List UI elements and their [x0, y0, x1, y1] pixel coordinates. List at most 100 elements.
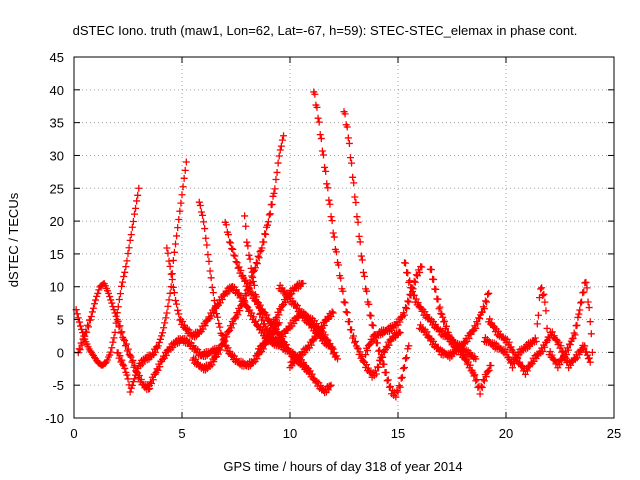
data-point — [262, 337, 270, 345]
data-point — [230, 251, 238, 259]
data-point — [258, 244, 266, 252]
data-point — [318, 147, 326, 155]
data-point — [167, 270, 175, 278]
data-point — [128, 223, 136, 231]
data-point — [163, 309, 171, 317]
data-point — [308, 370, 316, 378]
data-point — [385, 383, 393, 391]
data-point — [214, 313, 222, 321]
data-point — [577, 299, 585, 307]
data-point — [208, 283, 216, 291]
data-point — [408, 284, 416, 292]
data-point — [403, 305, 411, 313]
data-point — [392, 393, 400, 401]
data-point — [229, 245, 237, 253]
data-series — [286, 308, 337, 372]
data-series — [113, 158, 190, 396]
data-series — [189, 132, 288, 374]
data-point — [162, 314, 170, 322]
data-point — [559, 347, 567, 355]
data-point — [201, 225, 209, 233]
data-point — [321, 163, 329, 171]
data-point — [242, 222, 250, 230]
data-point — [174, 306, 182, 314]
data-point — [88, 308, 96, 316]
data-point — [355, 232, 363, 240]
data-point — [112, 312, 120, 320]
data-point — [172, 296, 180, 304]
data-point — [346, 154, 354, 162]
data-point — [111, 309, 119, 317]
data-point — [206, 267, 214, 275]
data-point — [264, 218, 272, 226]
data-point — [587, 330, 595, 338]
data-point — [575, 310, 583, 318]
data-point — [118, 328, 126, 336]
data-point — [133, 368, 141, 376]
data-point — [129, 356, 137, 364]
data-point — [399, 364, 407, 372]
data-point — [477, 382, 485, 390]
data-point — [121, 268, 129, 276]
data-point — [334, 355, 342, 363]
data-point — [160, 324, 168, 332]
data-point — [236, 307, 244, 315]
data-point — [431, 340, 439, 348]
data-point — [231, 252, 239, 260]
plot-frame — [73, 56, 615, 419]
data-point — [204, 251, 212, 259]
data-point — [177, 199, 185, 207]
data-point — [226, 238, 234, 246]
data-point — [372, 370, 380, 378]
data-point — [199, 211, 207, 219]
data-point — [173, 300, 181, 308]
data-point — [165, 257, 173, 265]
data-point — [423, 328, 431, 336]
data-point — [216, 346, 224, 354]
data-point — [109, 302, 117, 310]
data-point — [557, 342, 565, 350]
data-point — [211, 302, 219, 310]
data-point — [175, 216, 183, 224]
data-point — [541, 298, 549, 306]
data-point — [225, 327, 233, 335]
data-point — [354, 218, 362, 226]
data-point — [326, 382, 334, 390]
data-point — [328, 308, 336, 316]
data-point — [118, 356, 126, 364]
data-point — [243, 280, 251, 288]
data-point — [348, 326, 356, 334]
data-point — [107, 348, 115, 356]
data-point — [253, 260, 261, 268]
data-series — [72, 184, 143, 369]
data-point — [106, 351, 114, 359]
data-point — [380, 360, 388, 368]
data-point — [470, 372, 478, 380]
data-point — [356, 238, 364, 246]
data-point — [316, 131, 324, 139]
data-point — [129, 218, 137, 226]
data-point — [275, 152, 283, 160]
data-point — [74, 314, 82, 322]
data-point — [314, 114, 322, 122]
data-point — [232, 286, 240, 294]
data-point — [586, 318, 594, 326]
data-point — [232, 258, 240, 266]
data-point — [375, 363, 383, 371]
data-point — [268, 324, 276, 332]
data-point — [307, 341, 315, 349]
data-point — [196, 202, 204, 210]
data-point — [327, 381, 335, 389]
data-point — [214, 350, 222, 358]
data-point — [483, 298, 491, 306]
data-point — [384, 376, 392, 384]
data-point — [352, 199, 360, 207]
data-point — [540, 290, 548, 298]
data-point — [156, 363, 164, 371]
x-tick-label: 15 — [391, 426, 405, 441]
data-point — [396, 329, 404, 337]
data-point — [396, 318, 404, 326]
data-series — [416, 289, 493, 362]
data-point — [314, 331, 322, 339]
data-point — [295, 305, 303, 313]
